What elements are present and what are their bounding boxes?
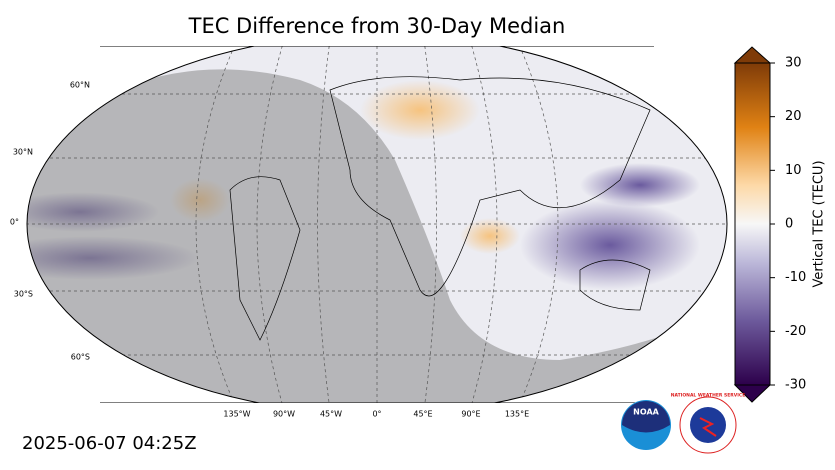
- colorbar-tick-label: -30: [785, 378, 806, 393]
- colorbar-label: Vertical TEC (TECU): [812, 160, 827, 287]
- colorbar: -30 -20 -10 0 10 20 30: [733, 46, 806, 403]
- lon-label: 45°E: [413, 410, 432, 419]
- map: [26, 46, 728, 403]
- nws-logo: NATIONAL WEATHER SERVICE: [671, 393, 746, 454]
- colorbar-tick-label: 10: [785, 163, 802, 178]
- colorbar-tick-label: 20: [785, 109, 802, 124]
- lat-labels: 60°N 30°N 0° 30°S 60°S: [10, 81, 90, 362]
- colorbar-tick-label: -10: [785, 270, 806, 285]
- title: TEC Difference from 30-Day Median: [188, 14, 566, 38]
- noaa-logo: NOAA: [621, 400, 671, 450]
- lon-label: 0°: [372, 410, 381, 419]
- colorbar-extend: [733, 384, 772, 403]
- colorbar-tick-label: 30: [785, 56, 802, 71]
- colorbar-extend: [733, 46, 772, 64]
- lon-label: 90°W: [273, 410, 295, 419]
- lat-label: 60°N: [70, 81, 90, 90]
- colorbar-tick-label: 0: [785, 217, 793, 232]
- lon-label: 45°W: [320, 410, 342, 419]
- timestamp: 2025-06-07 04:25Z: [22, 433, 197, 454]
- lat-label: 0°: [10, 218, 19, 227]
- lon-label: 135°E: [505, 410, 529, 419]
- colorbar-tick-label: -20: [785, 324, 806, 339]
- lat-label: 30°N: [13, 148, 33, 157]
- logo-text: NATIONAL WEATHER SERVICE: [671, 393, 746, 399]
- lat-label: 60°S: [71, 353, 90, 362]
- logo-text: NOAA: [633, 408, 659, 417]
- lat-label: 30°S: [14, 290, 33, 299]
- lon-label: 135°W: [223, 410, 250, 419]
- colorbar-body: [734, 62, 771, 386]
- lon-label: 90°E: [461, 410, 480, 419]
- lon-labels: 135°W 90°W 45°W 0° 45°E 90°E 135°E: [223, 410, 529, 419]
